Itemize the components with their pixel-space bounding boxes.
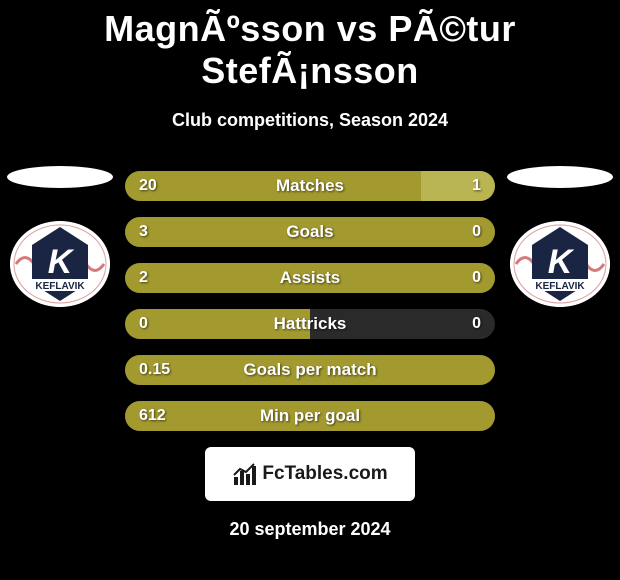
stat-value-left: 3 bbox=[139, 217, 148, 247]
stat-value-left: 612 bbox=[139, 401, 166, 431]
stat-label: Hattricks bbox=[125, 309, 495, 339]
date-text: 20 september 2024 bbox=[0, 519, 620, 540]
stat-value-left: 0 bbox=[139, 309, 148, 339]
club-letter-right: K bbox=[548, 243, 575, 281]
stat-bars: Matches201Goals30Assists20Hattricks00Goa… bbox=[125, 171, 495, 431]
stat-label: Goals per match bbox=[125, 355, 495, 385]
comparison-content: K KEFLAVIK K KEFLAVIK Matches201Goals30A… bbox=[0, 171, 620, 431]
club-name-left: KEFLAVIK bbox=[35, 281, 85, 292]
shadow-left bbox=[7, 166, 113, 188]
page-subtitle: Club competitions, Season 2024 bbox=[0, 110, 620, 131]
stat-value-right: 0 bbox=[472, 309, 481, 339]
stat-label: Min per goal bbox=[125, 401, 495, 431]
club-logo-left: K KEFLAVIK bbox=[10, 221, 110, 307]
branding-text: FcTables.com bbox=[262, 463, 387, 485]
stat-label: Goals bbox=[125, 217, 495, 247]
club-logo-right: K KEFLAVIK bbox=[510, 221, 610, 307]
stat-value-right: 1 bbox=[472, 171, 481, 201]
stat-value-right: 0 bbox=[472, 217, 481, 247]
stat-row: Matches20 1 bbox=[125, 171, 495, 201]
club-letter-left: K bbox=[48, 243, 75, 281]
stat-value-left: 2 bbox=[139, 263, 148, 293]
branding-icon bbox=[232, 461, 258, 487]
club-badge-left: K KEFLAVIK bbox=[10, 221, 110, 321]
page-title: MagnÃºsson vs PÃ©tur StefÃ¡nsson bbox=[0, 0, 620, 92]
stat-row: Goals per match0.15 bbox=[125, 355, 495, 385]
stat-label: Matches bbox=[125, 171, 495, 201]
stat-label: Assists bbox=[125, 263, 495, 293]
stat-row: Goals3 0 bbox=[125, 217, 495, 247]
stat-value-right: 0 bbox=[472, 263, 481, 293]
shadow-right bbox=[507, 166, 613, 188]
branding-box: FcTables.com bbox=[205, 447, 415, 501]
stat-value-left: 0.15 bbox=[139, 355, 170, 385]
club-badge-right: K KEFLAVIK bbox=[510, 221, 610, 321]
stat-row: Min per goal612 bbox=[125, 401, 495, 431]
stat-row: Hattricks0 0 bbox=[125, 309, 495, 339]
stat-value-left: 20 bbox=[139, 171, 157, 201]
stat-row: Assists2 0 bbox=[125, 263, 495, 293]
club-name-right: KEFLAVIK bbox=[535, 281, 585, 292]
